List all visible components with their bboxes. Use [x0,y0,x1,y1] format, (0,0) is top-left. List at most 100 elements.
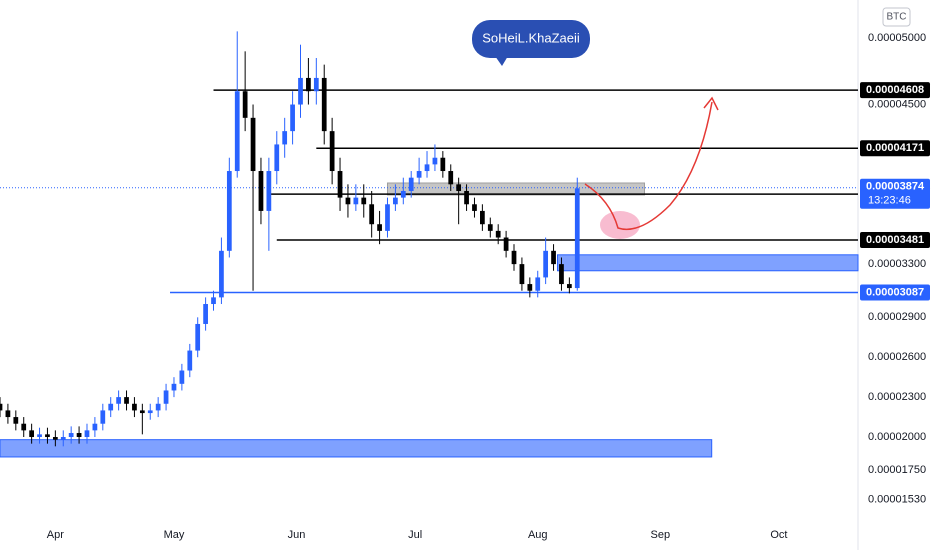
x-tick-label: Sep [651,529,671,541]
candle-body [132,403,137,411]
candle-body [29,430,35,438]
candle-body [187,350,193,371]
candle-body [147,410,153,414]
candle-body [266,171,272,211]
level-label: 0.00004171 [866,142,924,154]
x-tick-label: May [164,529,185,541]
candle-body [92,423,98,431]
candle-body [377,224,382,231]
candle-body [424,164,430,172]
candle-body [551,250,556,265]
candle-body [76,433,82,438]
candle-body [13,417,19,424]
watermark-bubble: SoHeiL.KhaZaeii [472,20,590,66]
x-tick-label: Aug [528,529,548,541]
candle-body [21,423,27,431]
level-label: 0.00003087 [866,286,924,298]
candle-body [52,437,58,440]
y-tick-label: 0.00005000 [868,32,926,44]
candle-body [329,131,335,172]
candle-body [242,91,248,118]
y-tick-label: 0.00002000 [868,431,926,443]
y-tick-label: 0.00001530 [868,493,926,505]
candle-body [124,397,129,404]
y-tick-label: 0.00002300 [868,391,926,403]
candle-body [535,277,541,291]
candle-body [5,410,11,418]
candle-body [171,383,177,391]
candle-body [155,403,161,411]
x-tick-label: Jun [288,529,306,541]
candle-body [211,297,216,305]
last-price-label: 0.00003874 [866,181,925,193]
currency-badge [882,7,911,27]
candle-body [179,370,185,384]
candle-body [369,204,375,225]
candle-body [464,190,469,205]
y-tick-label: 0.00001750 [868,464,926,476]
bubble-tail [495,56,508,66]
candle-body [0,403,3,411]
candle-body [234,91,240,172]
candle-body [250,117,256,172]
candle-body [195,323,201,351]
candle-body [108,403,114,411]
candle-body [84,430,90,438]
candle-body [203,304,208,324]
y-tick-label: 0.00002600 [868,351,926,363]
candle-body [139,410,145,414]
candle-body [519,264,525,285]
candle-body [511,250,517,265]
candle-body [495,230,501,238]
candle-body [559,264,564,285]
candle-body [456,184,462,191]
candle-body [116,397,121,404]
annotation-drawing [584,96,719,239]
candle-body [226,171,232,251]
candle-body [219,250,224,298]
y-tick-label: 0.00002900 [868,311,926,323]
candle-body [480,210,485,225]
axis-labels: 0.00005000 0.00004500 0.00003300 0.00002900… [47,32,930,541]
plot [0,31,859,458]
candle-body [393,197,398,205]
highlight-blob [600,211,640,239]
x-tick-label: Oct [770,529,787,541]
candle-body [100,410,106,424]
candle-body [385,204,390,231]
watermark-text: SoHeiL.KhaZaeii [482,30,580,45]
candle-body [345,197,351,205]
y-tick-label: 0.00004500 [868,98,926,110]
level-label-bg [860,82,930,99]
candle-body [353,197,359,205]
candle-body [416,171,422,178]
x-tick-label: Apr [47,529,64,541]
candle-body [313,77,319,92]
candle-body [258,171,264,211]
candle-body [487,224,493,231]
candle-body [448,171,454,185]
candle-body [163,390,169,404]
candle-body [361,197,367,205]
candle-body [440,157,446,172]
candle-body [45,434,50,438]
candle-body [290,104,295,132]
forecast-arrow [584,101,713,230]
candle-body [306,77,311,92]
candle-body [321,77,327,132]
last-price-label-bg [860,178,930,209]
level-label-bg [860,232,930,249]
zone [557,254,859,272]
candle-body [68,433,74,438]
candle-body [37,434,42,438]
currency: BTC [887,12,907,23]
candle-body [527,284,533,291]
candle-body [432,157,438,165]
candle-body [566,284,572,289]
level-label: 0.00003481 [866,234,924,246]
candle-body [274,144,280,172]
candle-body [282,131,288,145]
candle-body [400,190,406,198]
